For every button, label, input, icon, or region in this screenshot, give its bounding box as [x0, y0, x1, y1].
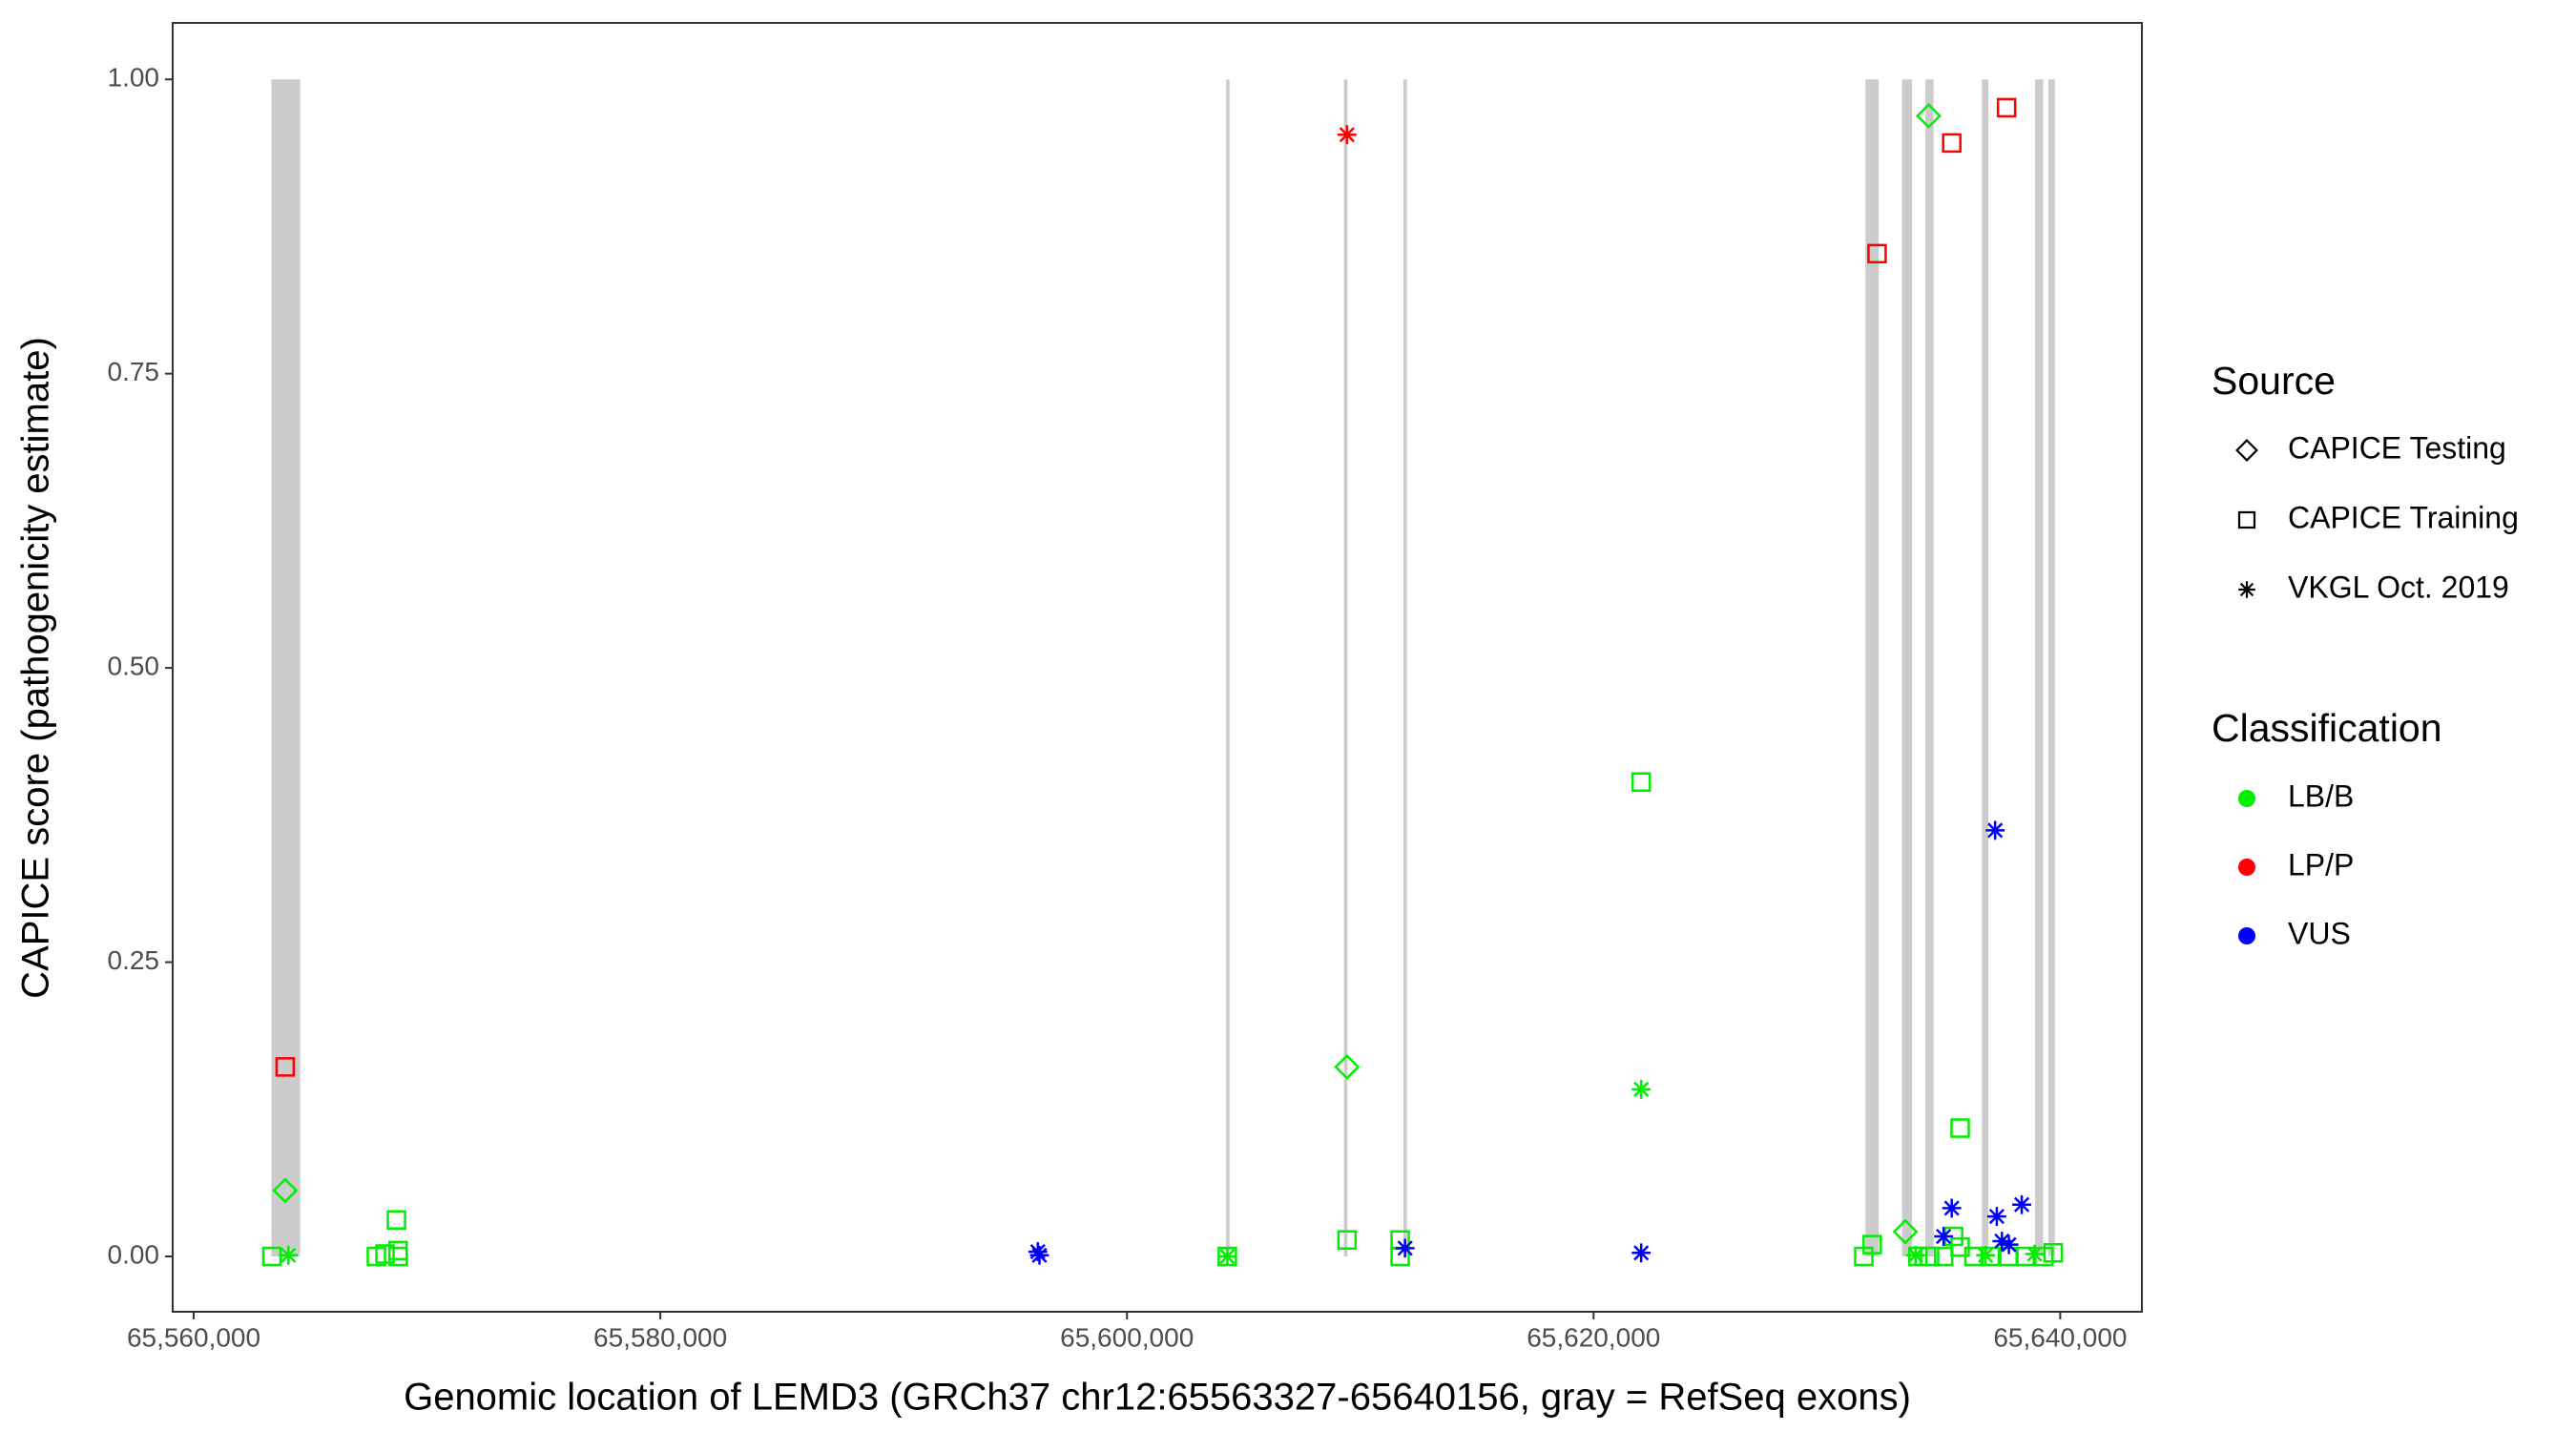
data-point	[1337, 1230, 1358, 1250]
legend-title: Classification	[2212, 706, 2442, 750]
y-tick-label: 1.00	[108, 63, 160, 93]
data-point	[1996, 97, 2017, 118]
exon-band	[1226, 79, 1230, 1257]
data-point	[1217, 1246, 1237, 1267]
data-point	[1986, 1207, 2006, 1226]
data-point	[1854, 1246, 1874, 1267]
x-tick-label: 65,580,000	[593, 1322, 727, 1352]
data-point	[1867, 243, 1887, 264]
data-point	[1950, 1236, 1970, 1257]
data-point	[2043, 1243, 2064, 1263]
data-point	[1631, 772, 1652, 793]
y-tick-label: 0.25	[108, 945, 160, 975]
y-tick-label: 0.75	[108, 357, 160, 386]
legend-key	[2238, 927, 2255, 944]
data-point	[1631, 1243, 1652, 1263]
data-point	[279, 1245, 299, 1265]
legend-label: CAPICE Testing	[2288, 430, 2506, 465]
data-point	[386, 1210, 406, 1231]
data-point	[1933, 1246, 1954, 1267]
data-point	[1985, 820, 2005, 840]
exon-band	[1343, 79, 1348, 1257]
data-point	[2012, 1194, 2031, 1214]
exon-band	[1925, 79, 1934, 1257]
legend-key	[2238, 859, 2255, 876]
y-tick-label: 0.00	[108, 1239, 160, 1269]
data-point	[366, 1246, 386, 1267]
exon-band	[1865, 79, 1880, 1257]
x-tick-label: 65,600,000	[1060, 1322, 1194, 1352]
data-point	[1395, 1238, 1415, 1258]
plot-border	[172, 22, 2143, 1313]
legend-key	[2237, 510, 2256, 529]
data-point	[1942, 133, 1962, 154]
x-tick-label: 65,560,000	[127, 1322, 260, 1352]
x-tick-label: 65,620,000	[1527, 1322, 1660, 1352]
exon-band	[1901, 79, 1913, 1257]
data-point	[387, 1246, 408, 1267]
exon-band	[2034, 79, 2044, 1257]
data-point	[1950, 1118, 1970, 1138]
data-point	[1992, 1232, 2012, 1251]
exon-band	[2047, 79, 2055, 1257]
legend-key	[2238, 790, 2255, 807]
legend-label: CAPICE Training	[2288, 500, 2519, 534]
data-point	[1862, 1234, 1882, 1255]
legend-label: VKGL Oct. 2019	[2288, 570, 2509, 604]
data-point	[1631, 1079, 1652, 1099]
legend-label: LP/P	[2288, 847, 2354, 881]
plot-background	[173, 23, 2142, 1312]
data-point	[1905, 1245, 1925, 1265]
exon-band	[271, 79, 301, 1257]
data-point	[275, 1057, 296, 1077]
y-tick-label: 0.50	[108, 652, 160, 681]
data-point	[1334, 1053, 1361, 1080]
data-point	[1217, 1247, 1237, 1266]
data-point	[1916, 103, 1942, 129]
y-axis-title: CAPICE score (pathogenicity estimate)	[15, 337, 57, 999]
data-point	[2025, 1244, 2045, 1264]
data-point	[1999, 1234, 2019, 1255]
x-tick-label: 65,640,000	[1993, 1322, 2127, 1352]
legend-label: VUS	[2288, 916, 2351, 950]
data-point	[1976, 1245, 1996, 1265]
data-point	[1028, 1242, 1048, 1261]
x-axis-title: Genomic location of LEMD3 (GRCh37 chr12:…	[404, 1377, 1911, 1419]
legend-label: LB/B	[2288, 778, 2354, 813]
exon-band	[1403, 79, 1407, 1257]
data-point	[1934, 1227, 1954, 1246]
data-point	[375, 1244, 395, 1264]
data-point	[272, 1177, 299, 1204]
data-point	[1337, 125, 1357, 145]
data-point	[261, 1246, 282, 1267]
legend-title: Source	[2212, 359, 2336, 403]
exon-band	[1982, 79, 1989, 1257]
data-point	[1942, 1198, 1962, 1218]
legend-key	[2235, 439, 2258, 462]
data-point	[1892, 1218, 1919, 1245]
data-point	[1029, 1245, 1049, 1265]
legend-key	[2238, 581, 2255, 598]
